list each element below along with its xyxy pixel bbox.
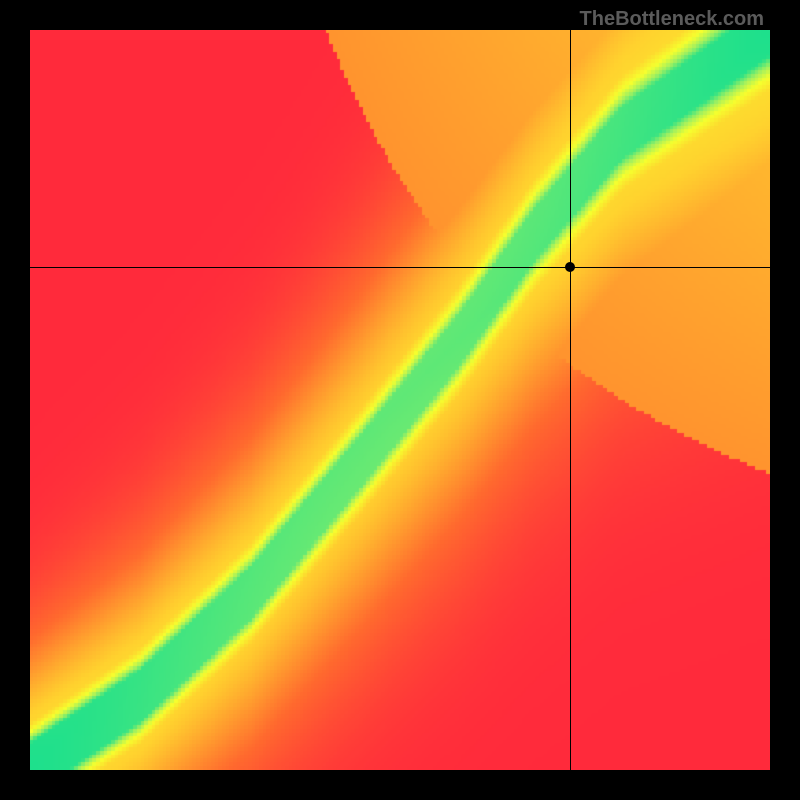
crosshair-vertical	[570, 30, 571, 770]
heatmap-canvas	[30, 30, 770, 770]
heatmap-chart	[30, 30, 770, 770]
crosshair-marker	[565, 262, 575, 272]
watermark-text: TheBottleneck.com	[580, 8, 764, 31]
crosshair-horizontal	[30, 267, 770, 268]
